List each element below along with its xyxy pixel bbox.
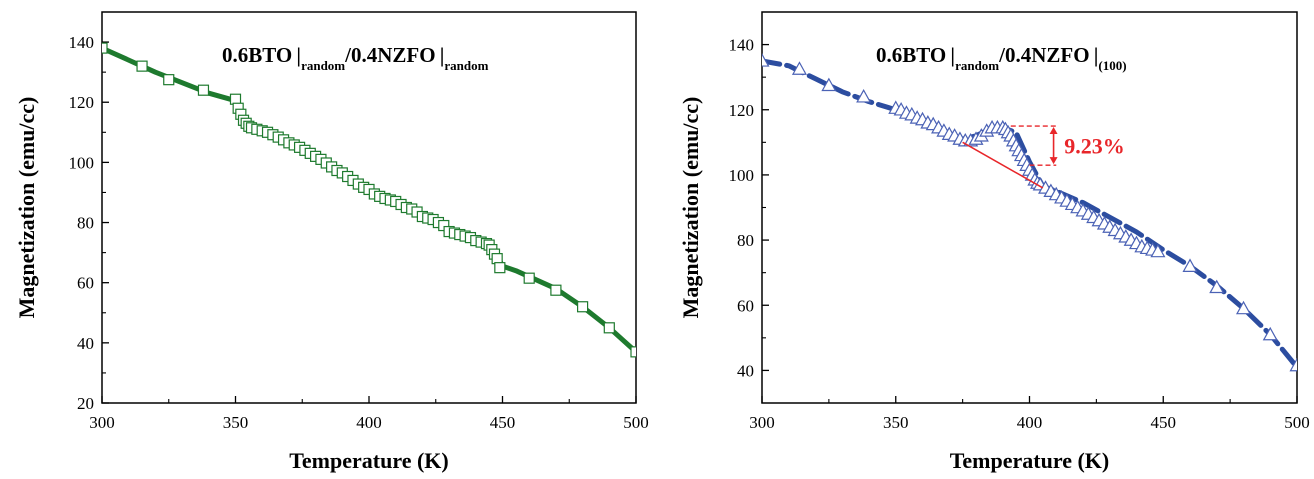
data-point	[1150, 243, 1166, 258]
title-part: random	[955, 58, 999, 73]
title-separator: |	[436, 43, 445, 67]
data-point	[523, 272, 535, 284]
title-separator: |	[946, 43, 955, 67]
y-tick-label: 140	[729, 36, 755, 55]
y-tick-label: 80	[737, 231, 754, 250]
x-tick-label: 350	[223, 413, 249, 432]
data-point	[1182, 258, 1198, 272]
data-point	[1262, 326, 1278, 341]
x-tick-label: 350	[883, 413, 909, 432]
title-separator: |	[1090, 43, 1099, 67]
chart-title: 0.6BTO |random/0.4NZFO |(100)	[876, 43, 1127, 73]
y-tick-label: 120	[729, 101, 755, 120]
title-part: 0.6BTO	[222, 43, 292, 67]
data-point	[163, 74, 175, 86]
y-tick-label: 80	[77, 214, 94, 233]
chart-panel-2: 300 350 400 450 500 40 60 80 100 120 140 Temperatur…	[678, 11, 1310, 473]
x-tick-label: 500	[1284, 413, 1310, 432]
data-point	[576, 301, 589, 313]
y-tick-label: 40	[77, 334, 94, 353]
series-markers	[762, 53, 1297, 372]
series-line	[102, 45, 636, 355]
y-axis-title: Magnetization (emu/cc)	[14, 97, 39, 319]
annotation-label: 9.23%	[1064, 134, 1125, 159]
data-point	[1235, 300, 1252, 315]
data-point	[494, 262, 506, 274]
y-tick-label: 100	[69, 153, 95, 172]
data-point	[762, 53, 770, 67]
data-point	[1209, 279, 1225, 294]
series-line	[762, 58, 1297, 370]
tangent-line	[962, 141, 1044, 189]
x-tick-label: 500	[623, 413, 649, 432]
data-point	[102, 42, 108, 54]
title-part: random	[444, 58, 488, 73]
data-point	[550, 284, 562, 296]
y-axis-title: Magnetization (emu/cc)	[678, 97, 703, 319]
y-tick-label: 120	[69, 93, 95, 112]
title-part: (100)	[1098, 58, 1126, 73]
x-axis-title: Temperature (K)	[950, 448, 1109, 473]
data-point	[136, 60, 148, 72]
plot-frame	[761, 11, 1298, 404]
x-tick-label: 300	[749, 413, 775, 432]
title-part: 0.6BTO	[876, 43, 946, 67]
y-tick-label: 20	[77, 394, 94, 413]
x-tick-label: 450	[1151, 413, 1177, 432]
title-part: random	[301, 58, 345, 73]
y-tick-label: 60	[737, 296, 754, 315]
title-part: /0.4NZFO	[344, 43, 435, 67]
chart-title: 0.6BTO |random/0.4NZFO |random	[222, 43, 489, 73]
x-tick-label: 400	[356, 413, 382, 432]
arrow-head-down	[1049, 157, 1058, 165]
x-axis-title: Temperature (K)	[289, 448, 448, 473]
series-markers	[102, 42, 636, 358]
x-tick-label: 450	[490, 413, 516, 432]
x-tick-label: 300	[89, 413, 115, 432]
chart-panel-1: 300 350 400 450 500 20 40 60 80 100 120 140 Temperat…	[14, 11, 649, 473]
data-point	[603, 322, 615, 334]
arrow-head-up	[1049, 127, 1058, 135]
annotation-group: 9.23%	[962, 125, 1125, 189]
y-tick-label: 40	[737, 361, 754, 380]
data-point	[821, 77, 837, 92]
data-point	[1289, 357, 1297, 372]
y-tick-label: 140	[69, 33, 95, 52]
y-tick-label: 60	[77, 274, 94, 293]
data-point	[197, 84, 210, 96]
x-tick-label: 400	[1017, 413, 1043, 432]
title-part: /0.4NZFO	[998, 43, 1089, 67]
plot-frame	[101, 11, 637, 404]
data-point	[630, 346, 636, 358]
y-tick-label: 100	[729, 166, 755, 185]
data-point	[856, 88, 872, 103]
data-point	[791, 61, 807, 75]
title-separator: |	[292, 43, 301, 67]
